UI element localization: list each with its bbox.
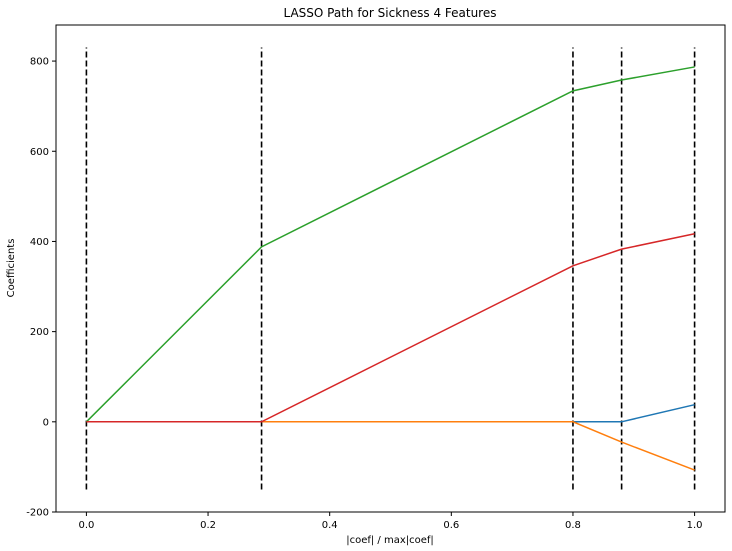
x-tick-label-5: 1.0 xyxy=(687,520,703,531)
series-line-3 xyxy=(86,233,695,423)
x-tick-label-2: 0.4 xyxy=(322,520,338,531)
y-tick-label-2: 200 xyxy=(30,327,49,338)
y-axis-ticks: -200 0 200 400 600 800 xyxy=(26,57,56,519)
x-tick-label-4: 0.8 xyxy=(565,520,581,531)
chart-title: LASSO Path for Sickness 4 Features xyxy=(283,6,496,20)
y-tick-label-1: 0 xyxy=(43,417,49,428)
x-axis-label: |coef| / max|coef| xyxy=(346,535,434,546)
x-axis-ticks: 0.0 0.2 0.4 0.6 0.8 1.0 xyxy=(78,512,703,531)
x-tick-label-0: 0.0 xyxy=(78,520,94,531)
y-axis-label: Coefficients xyxy=(6,239,17,298)
y-tick-label-3: 400 xyxy=(30,237,49,248)
y-tick-label-0: -200 xyxy=(26,508,49,519)
series-lines xyxy=(85,66,695,471)
y-tick-label-4: 600 xyxy=(30,147,49,158)
y-tick-label-5: 800 xyxy=(30,57,49,68)
vertical-dashed-lines xyxy=(85,47,696,490)
plot-frame xyxy=(55,24,726,513)
series-line-2 xyxy=(85,66,695,423)
x-tick-label-1: 0.2 xyxy=(200,520,216,531)
x-tick-label-3: 0.6 xyxy=(443,520,459,531)
